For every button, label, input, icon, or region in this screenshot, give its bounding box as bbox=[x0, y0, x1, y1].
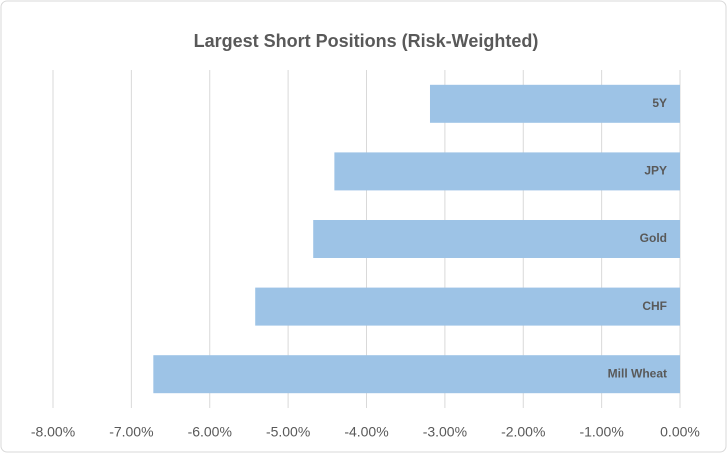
category-label: CHF bbox=[642, 299, 667, 313]
category-label: JPY bbox=[644, 164, 667, 178]
x-tick-label: -4.00% bbox=[344, 424, 388, 440]
x-tick-label: -3.00% bbox=[423, 424, 467, 440]
category-label: 5Y bbox=[652, 96, 667, 110]
chart-title: Largest Short Positions (Risk-Weighted) bbox=[194, 31, 539, 51]
category-label: Gold bbox=[640, 231, 667, 245]
x-tick-label: -7.00% bbox=[109, 424, 153, 440]
bar bbox=[153, 355, 680, 394]
x-tick-label: 0.00% bbox=[660, 424, 700, 440]
bar bbox=[429, 84, 680, 123]
x-tick-label: -2.00% bbox=[501, 424, 545, 440]
x-tick-label: -8.00% bbox=[31, 424, 75, 440]
bar bbox=[313, 220, 680, 258]
x-tick-label: -5.00% bbox=[266, 424, 310, 440]
x-tick-label: -1.00% bbox=[579, 424, 623, 440]
bar bbox=[255, 287, 680, 326]
category-label: Mill Wheat bbox=[608, 366, 667, 380]
x-tick-label: -6.00% bbox=[188, 424, 232, 440]
bar bbox=[334, 152, 680, 191]
